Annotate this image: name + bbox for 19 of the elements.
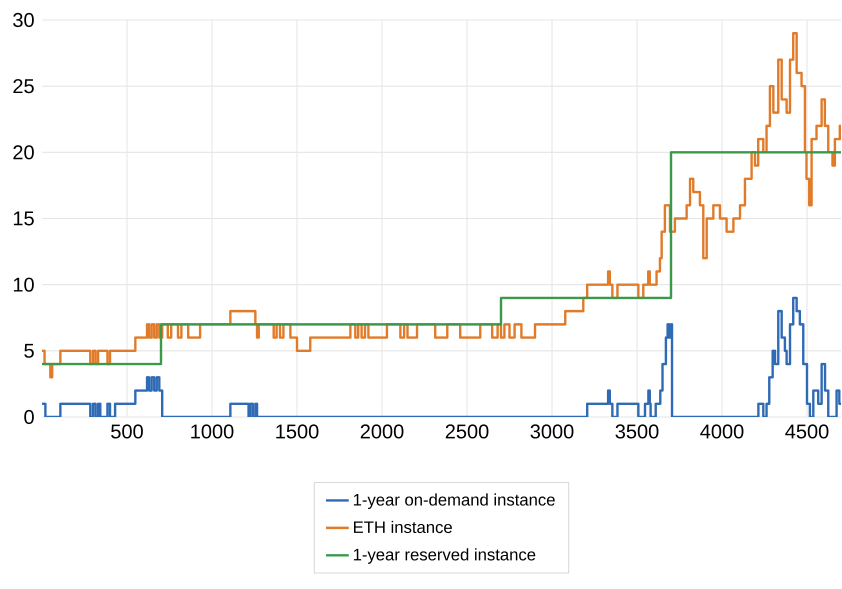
legend-label: ETH instance xyxy=(354,520,452,534)
x-tick-label: 2000 xyxy=(360,424,404,439)
x-tick-label: 2500 xyxy=(446,424,488,439)
y-tick-label: 10 xyxy=(14,278,34,292)
x-tick-label: 500 xyxy=(111,424,143,439)
y-tick-label: 30 xyxy=(13,12,34,28)
y-tick-label: 25 xyxy=(13,79,34,94)
x-tick-label: 4000 xyxy=(700,424,744,439)
x-tick-label: 3000 xyxy=(530,424,574,439)
x-tick-label: 1500 xyxy=(276,424,318,439)
y-tick-label: 20 xyxy=(13,145,34,160)
x-tick-label: 1000 xyxy=(191,424,234,439)
x-tick-label: 4500 xyxy=(785,424,828,439)
legend-label: 1-year on-demand instance xyxy=(354,493,555,509)
y-tick-label: 15 xyxy=(14,212,34,226)
y-tick-label: 0 xyxy=(24,410,34,424)
x-tick-label: 3500 xyxy=(616,424,658,439)
legend-label: 1-year reserved instance xyxy=(354,548,536,564)
y-tick-label: 5 xyxy=(24,344,34,358)
